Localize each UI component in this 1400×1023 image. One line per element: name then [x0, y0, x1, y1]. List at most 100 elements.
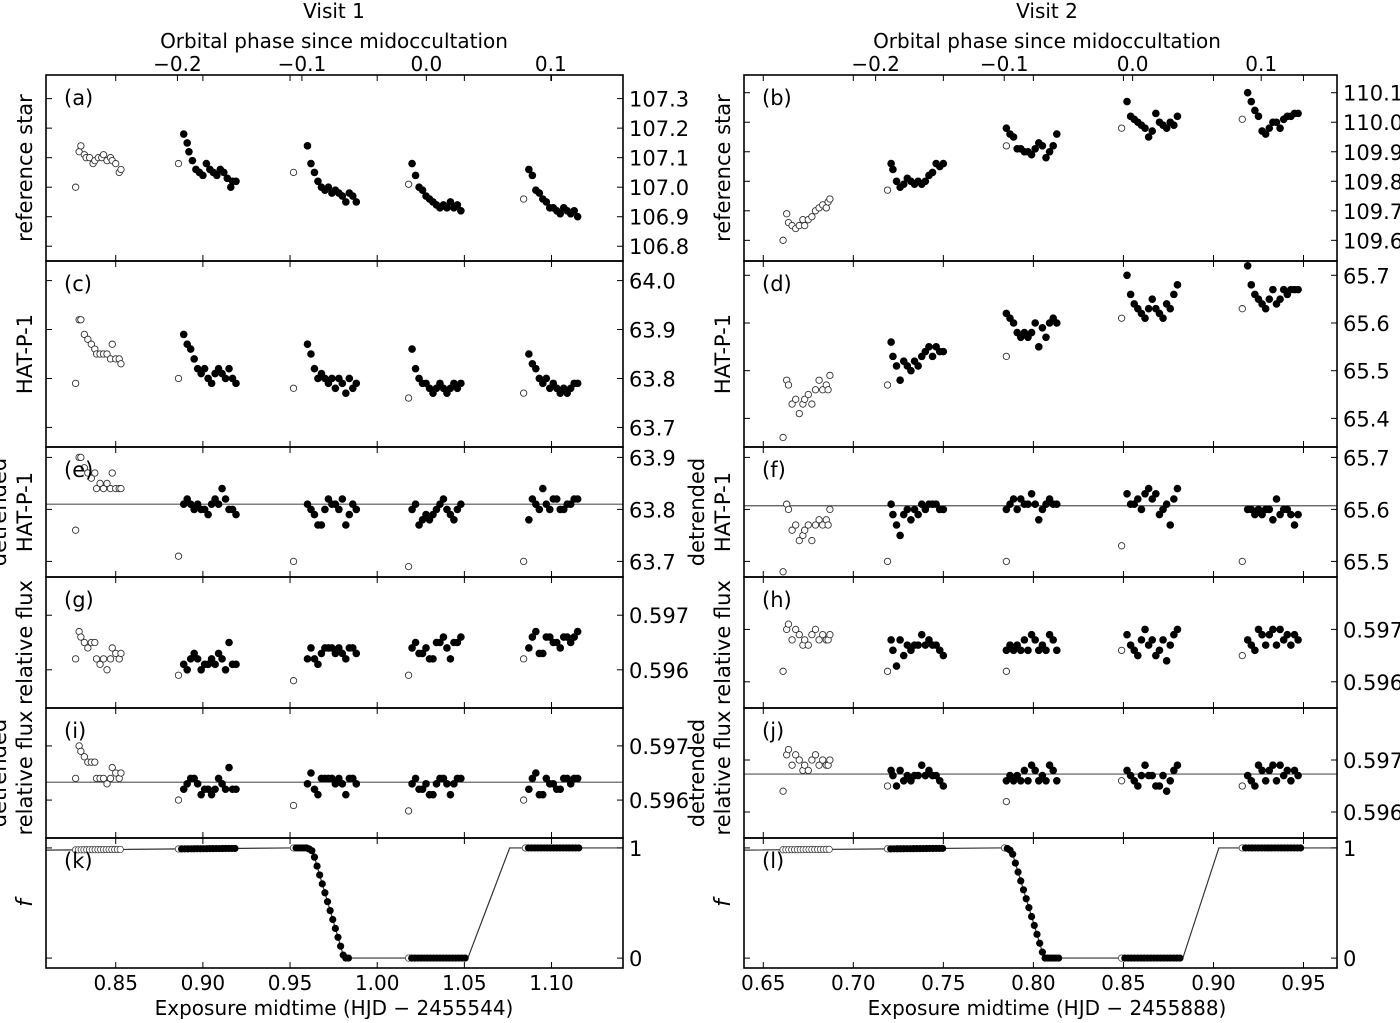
y-tick-label: 65.6 [1343, 498, 1390, 522]
y-tick-label: 107.3 [629, 88, 689, 112]
y-tick-label: 109.8 [1343, 170, 1400, 194]
visit-2-phase-axis-label: Orbital phase since midoccultation [873, 29, 1221, 53]
y-tick-label: 109.7 [1343, 200, 1400, 224]
y-tick-label: 106.9 [629, 206, 689, 230]
y-tick-label: 106.8 [629, 235, 689, 259]
panel-label: (c) [64, 272, 92, 296]
y-axis-label: relative flux [711, 711, 735, 836]
panel-label: (i) [64, 719, 86, 743]
y-tick-label: 63.7 [629, 550, 676, 574]
y-tick-label: 63.8 [629, 367, 676, 391]
panel-label: (h) [762, 588, 792, 612]
y-tick-label: 0.597 [1343, 749, 1400, 773]
phase-tick-label: 0.0 [410, 52, 442, 76]
y-axis-label: HAT-P-1 [711, 472, 735, 552]
y-tick-label: 65.4 [1343, 407, 1390, 431]
x-tick-label: 1.05 [442, 971, 487, 995]
panel-b: 109.6 109.7 109.8 109.9 110.0 110.1 (b) referen… [711, 74, 1400, 262]
panel-a: 106.8 106.9 107.0 107.1 107.2 107.3 (a) referen… [13, 74, 689, 262]
panel-k: 0 1 (k) f [13, 837, 642, 971]
visit-1-plot: −0.2 −0.1 0.0 0.1106.8106.9107.0107.1107.21… [0, 52, 689, 995]
panel-label: (f) [762, 458, 786, 482]
y-tick-label: 1 [629, 837, 642, 861]
y-tick-label: 0.596 [629, 789, 689, 813]
y-axis-label: f [13, 896, 38, 907]
panel-label: (k) [64, 849, 93, 873]
y-axis-label: relative flux [13, 711, 37, 836]
y-axis-label: detrended [0, 458, 11, 566]
y-axis-label: detrended [0, 719, 11, 827]
y-tick-label: 65.7 [1343, 264, 1390, 288]
phase-tick-label: −0.1 [980, 52, 1029, 76]
x-tick-label: 0.75 [921, 971, 966, 995]
panel-label: (l) [762, 849, 784, 873]
y-tick-label: 65.7 [1343, 446, 1390, 470]
panel-i: 0.596 0.597 (i) detrended relative flux [0, 707, 689, 839]
panel-l: 0 1 (l) f [711, 837, 1356, 971]
y-tick-label: 110.1 [1343, 82, 1400, 106]
panel-label: (g) [64, 588, 94, 612]
x-tick-label: 1.10 [529, 971, 574, 995]
phase-tick-label: −0.1 [278, 52, 327, 76]
panel-label: (e) [64, 458, 93, 482]
y-tick-label: 109.9 [1343, 141, 1400, 165]
y-axis-label: reference star [13, 94, 37, 242]
visit-1-title: Visit 1 [303, 0, 365, 23]
x-tick-label: 0.90 [1191, 971, 1236, 995]
y-axis-label: relative flux [711, 580, 735, 705]
y-tick-label: 65.5 [1343, 550, 1390, 574]
visit-2-title: Visit 2 [1016, 0, 1078, 23]
panel-c: 63.7 63.8 63.9 64.0 (c) HAT-P-1 [13, 260, 676, 448]
y-tick-label: 65.5 [1343, 360, 1390, 384]
y-tick-label: 0.596 [1343, 801, 1400, 825]
y-tick-label: 0.597 [629, 735, 689, 759]
y-tick-label: 0.597 [1343, 618, 1400, 642]
panel-d: 65.4 65.5 65.6 65.7 (d) HAT-P-1 [711, 260, 1390, 448]
y-tick-label: 0 [1343, 947, 1356, 971]
y-axis-label: reference star [711, 94, 735, 242]
panel-label: (b) [762, 86, 792, 110]
y-axis-label: HAT-P-1 [13, 472, 37, 552]
x-tick-label: 0.85 [93, 971, 138, 995]
y-tick-label: 110.0 [1343, 111, 1400, 135]
panel-label: (a) [64, 86, 93, 110]
visit-1-phase-axis-label: Orbital phase since midoccultation [160, 29, 508, 53]
x-tick-label: 0.80 [1011, 971, 1056, 995]
y-tick-label: 0.596 [1343, 671, 1400, 695]
panel-label: (d) [762, 272, 792, 296]
y-tick-label: 1 [1343, 837, 1356, 861]
x-tick-label: 1.00 [355, 971, 400, 995]
y-tick-label: 107.0 [629, 176, 689, 200]
x-tick-label: 0.85 [1101, 971, 1146, 995]
y-axis-label: HAT-P-1 [13, 314, 37, 394]
x-tick-label: 0.65 [741, 971, 786, 995]
y-axis-label: detrended [685, 719, 709, 827]
y-tick-label: 63.7 [629, 416, 676, 440]
phase-tick-label: 0.0 [1117, 52, 1149, 76]
y-tick-label: 0.596 [629, 659, 689, 683]
visit-2-plot: −0.2 −0.1 0.0 0.1109.6109.7109.8109.9110.01… [685, 52, 1400, 995]
y-tick-label: 0.597 [629, 604, 689, 628]
visit-2-time-axis-label: Exposure midtime (HJD − 2455888) [868, 996, 1227, 1019]
y-tick-label: 64.0 [629, 270, 676, 294]
phase-tick-label: −0.2 [851, 52, 900, 76]
y-axis-label: detrended [685, 458, 709, 566]
y-tick-label: 109.6 [1343, 229, 1400, 253]
y-tick-label: 107.2 [629, 117, 689, 141]
y-tick-label: 63.9 [629, 446, 676, 470]
phase-tick-label: 0.1 [1245, 52, 1277, 76]
panel-h: 0.596 0.597 (h) relative flux [711, 576, 1400, 709]
x-tick-label: 0.70 [831, 971, 876, 995]
x-tick-label: 0.95 [268, 971, 313, 995]
panel-f: 65.5 65.6 65.7 (f) detrended HAT-P-1 [685, 446, 1390, 578]
visit-1-time-axis-label: Exposure midtime (HJD − 2455544) [155, 996, 514, 1019]
y-tick-label: 0 [629, 947, 642, 971]
y-tick-label: 63.8 [629, 498, 676, 522]
y-tick-label: 107.1 [629, 147, 689, 171]
x-tick-label: 0.90 [181, 971, 226, 995]
x-tick-label: 0.95 [1281, 971, 1326, 995]
y-axis-label: relative flux [13, 580, 37, 705]
y-axis-label: HAT-P-1 [711, 314, 735, 394]
